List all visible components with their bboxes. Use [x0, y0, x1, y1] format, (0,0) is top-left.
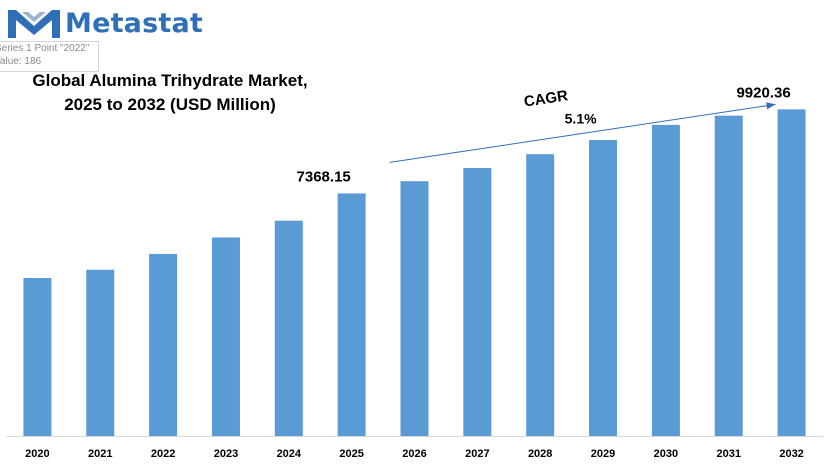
metastat-logo-icon — [8, 10, 60, 38]
x-tick-label: 2022 — [151, 448, 175, 460]
chart-title-line-1: Global Alumina Trihydrate Market, — [32, 71, 308, 90]
chart-title-line-2: 2025 to 2032 (USD Million) — [64, 95, 276, 114]
x-tick-label: 2030 — [654, 448, 678, 460]
bar-2030 — [651, 124, 680, 436]
bar-2024 — [274, 220, 303, 436]
x-tick-label: 2029 — [591, 448, 615, 460]
x-tick-label: 2027 — [465, 448, 489, 460]
x-tick-label: 2021 — [88, 448, 112, 460]
bar-2021 — [86, 269, 115, 436]
cagr-arrow-head — [766, 102, 776, 110]
data-label-2032: 9920.36 — [736, 84, 790, 101]
x-tick-label: 2025 — [339, 448, 363, 460]
x-tick-label: 2023 — [214, 448, 238, 460]
bar-2022 — [149, 253, 178, 436]
cagr-label: CAGR — [523, 87, 569, 110]
brand-logo: Metastat — [6, 6, 203, 40]
bar-2023 — [211, 237, 240, 436]
bar-2020 — [23, 277, 52, 436]
x-tick-label: 2026 — [402, 448, 426, 460]
tooltip-value-line: Value: 186 — [0, 56, 42, 67]
bar-2026 — [400, 181, 429, 436]
bar-2028 — [526, 154, 555, 436]
x-tick-label: 2028 — [528, 448, 552, 460]
cagr-value: 5.1% — [565, 110, 597, 126]
tooltip-series-line: Series 1 Point "2022" — [0, 43, 90, 54]
x-tick-label: 2031 — [716, 448, 740, 460]
data-label-2025: 7368.15 — [297, 168, 351, 185]
bar-2029 — [589, 140, 618, 436]
chart-tooltip: Series 1 Point "2022" Value: 186 — [0, 41, 99, 72]
bar-2025 — [337, 193, 366, 436]
bar-2027 — [463, 168, 492, 436]
chart-title: Global Alumina Trihydrate Market, 2025 t… — [0, 69, 340, 117]
x-tick-label: 2032 — [779, 448, 803, 460]
x-tick-label: 2024 — [277, 448, 302, 460]
cagr-arrow-line — [389, 103, 776, 163]
bar-2031 — [714, 115, 743, 437]
bar-2032 — [777, 109, 806, 436]
x-tick-label: 2020 — [25, 448, 49, 460]
brand-name: Metastat — [65, 7, 204, 39]
